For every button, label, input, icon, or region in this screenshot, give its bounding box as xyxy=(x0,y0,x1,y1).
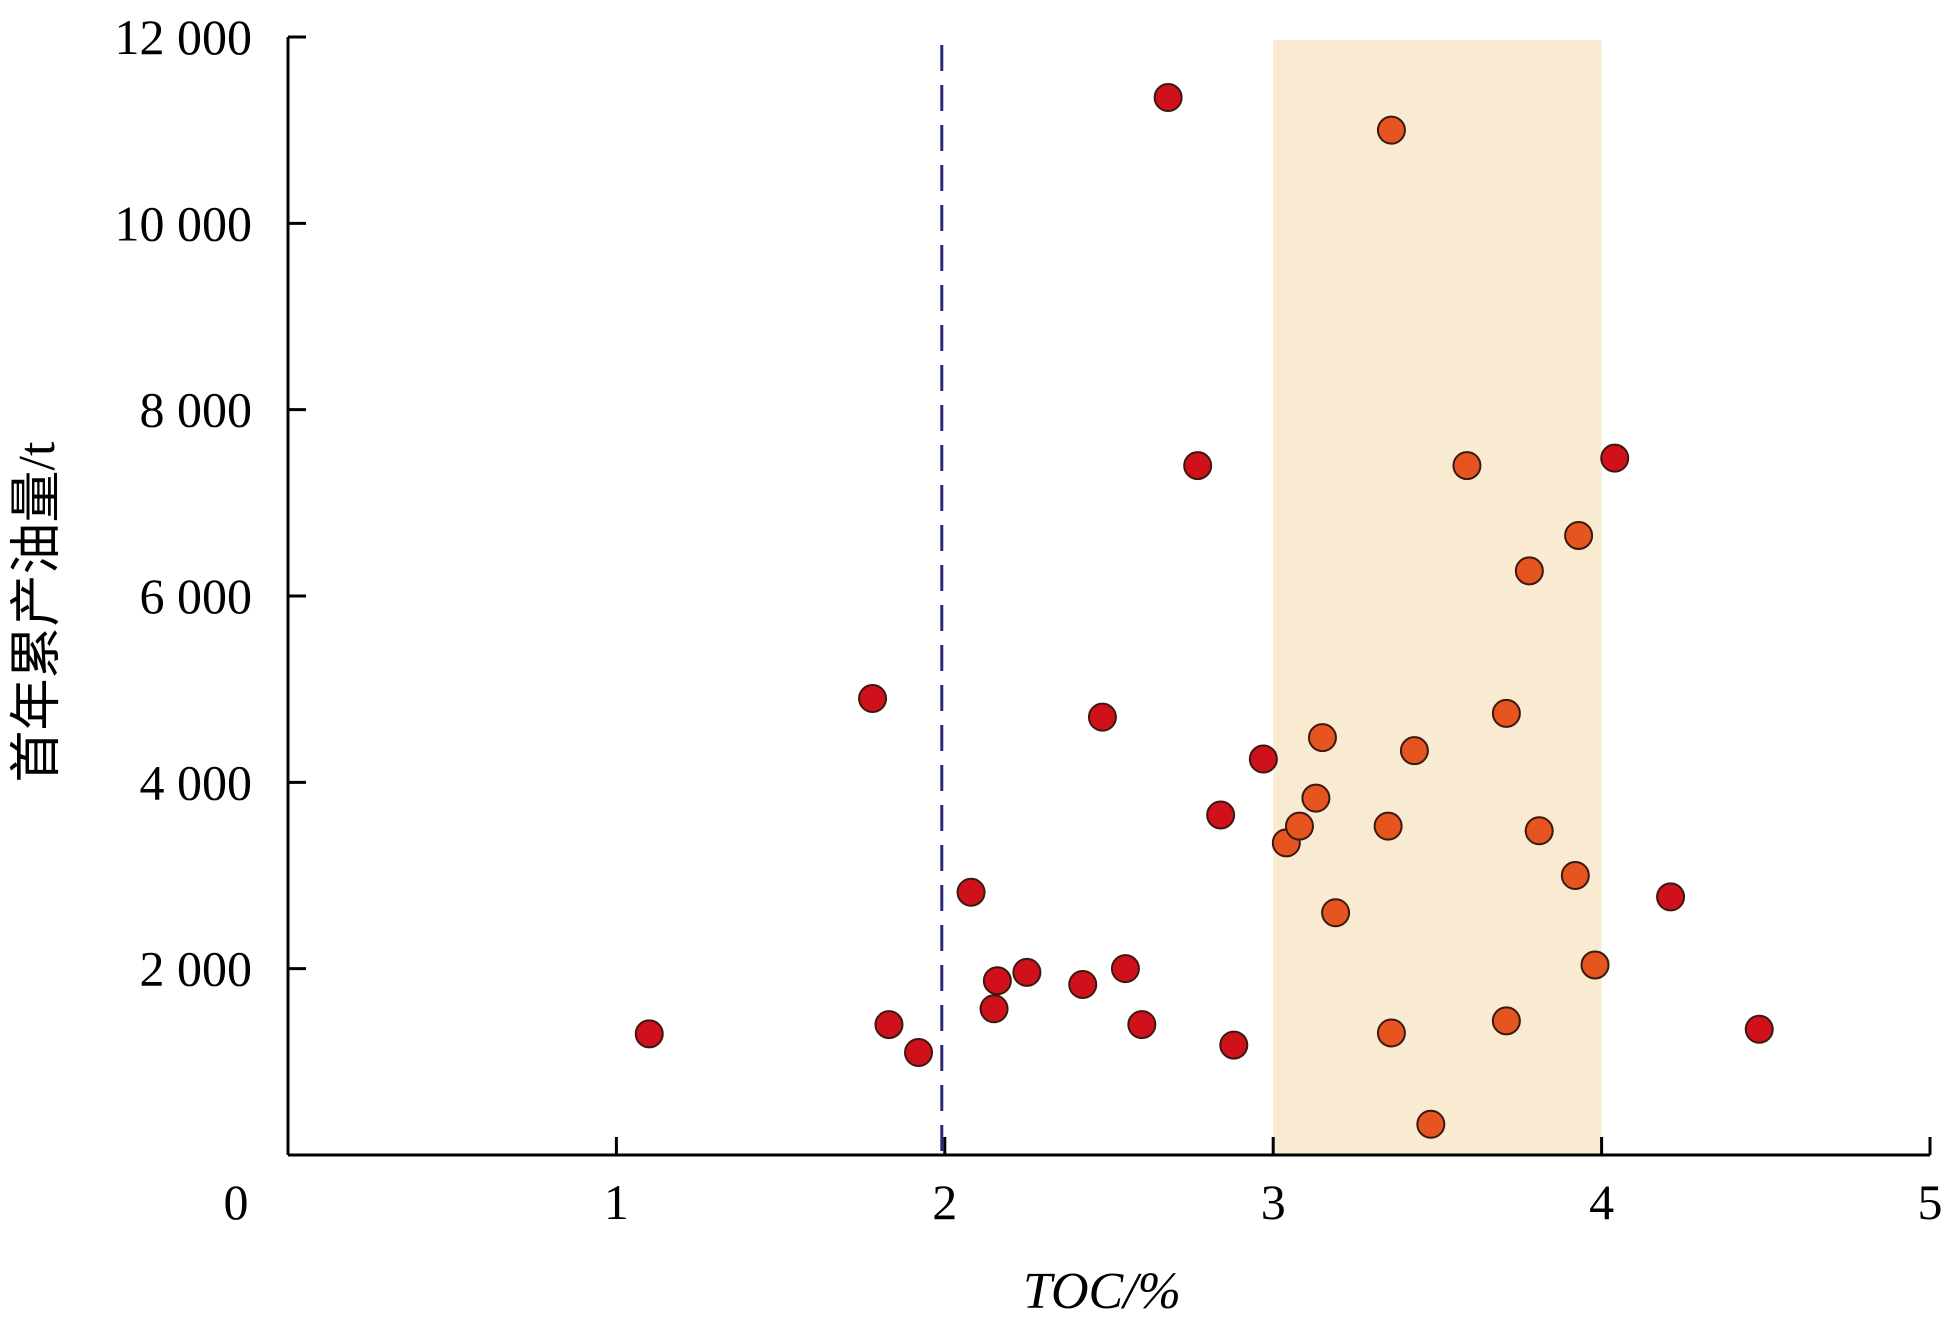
y-tick-label: 6 000 xyxy=(140,568,253,624)
x-tick-label: 5 xyxy=(1918,1174,1943,1230)
data-point xyxy=(982,966,1012,996)
data-point xyxy=(1068,970,1098,1000)
x-axis-title: TOC/% xyxy=(1023,1263,1181,1320)
data-point xyxy=(1183,451,1213,481)
data-point xyxy=(1564,520,1594,550)
data-point xyxy=(956,877,986,907)
data-point xyxy=(1491,698,1521,728)
data-point xyxy=(1376,115,1406,145)
data-point xyxy=(1153,83,1183,113)
data-point xyxy=(858,683,888,713)
data-point xyxy=(1416,1109,1446,1139)
data-point xyxy=(874,1010,904,1040)
data-point xyxy=(1301,783,1331,813)
data-point xyxy=(634,1019,664,1049)
data-point xyxy=(1248,744,1278,774)
data-point xyxy=(1307,723,1337,753)
y-tick-label: 2 000 xyxy=(140,941,253,997)
data-point xyxy=(1219,1030,1249,1060)
data-point xyxy=(1012,957,1042,987)
highlight-band xyxy=(1273,40,1602,1155)
x-tick-label: 3 xyxy=(1261,1174,1286,1230)
data-point xyxy=(1580,950,1610,980)
axes-layer: 0 1 2 3 4 5 2 000 4 000 6 000 8 000 10 000 12 000 xyxy=(115,9,1943,1230)
data-point xyxy=(1452,451,1482,481)
y-tick-label: 10 000 xyxy=(115,195,253,251)
points-layer xyxy=(634,83,1774,1139)
data-point xyxy=(1284,811,1314,841)
data-point xyxy=(1110,954,1140,984)
data-point xyxy=(979,994,1009,1024)
data-point xyxy=(1127,1010,1157,1040)
labels-layer: TOC/% 首年累产油量/t xyxy=(9,441,1181,1320)
x-tick-label: 4 xyxy=(1589,1174,1614,1230)
data-point xyxy=(1514,556,1544,586)
x-tick-label: 1 xyxy=(604,1174,629,1230)
data-point xyxy=(904,1038,934,1068)
data-point xyxy=(1600,443,1630,473)
data-point xyxy=(1491,1006,1521,1036)
y-tick-label: 12 000 xyxy=(115,9,253,65)
x-tick-label: 0 xyxy=(224,1174,249,1230)
y-axis-title: 首年累产油量/t xyxy=(9,441,66,782)
x-tick-label: 2 xyxy=(932,1174,957,1230)
data-point xyxy=(1321,898,1351,928)
data-point xyxy=(1399,736,1429,766)
data-point xyxy=(1560,861,1590,890)
data-point xyxy=(1373,811,1403,841)
data-point xyxy=(1206,800,1236,830)
data-point xyxy=(1524,816,1554,846)
data-point xyxy=(1376,1018,1406,1048)
highlight-band-layer xyxy=(1273,40,1602,1155)
data-point xyxy=(1656,882,1686,912)
y-tick-label: 4 000 xyxy=(140,754,253,810)
data-point xyxy=(1744,1014,1774,1044)
y-tick-label: 8 000 xyxy=(140,382,253,438)
data-point xyxy=(1087,702,1117,732)
